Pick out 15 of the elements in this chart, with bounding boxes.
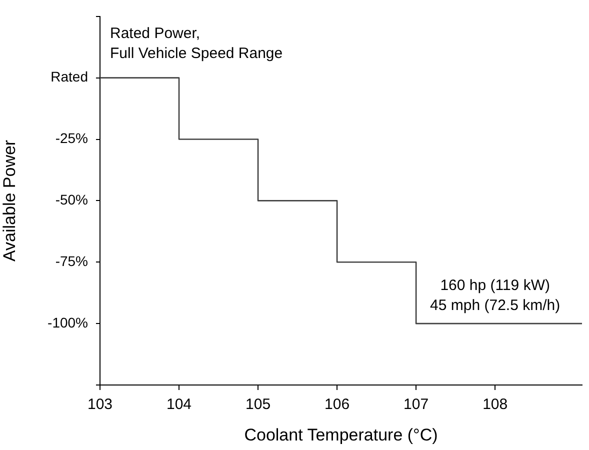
- annotation: 160 hp (119 kW) 45 mph (72.5 km/h): [430, 277, 560, 314]
- x-axis-title: Coolant Temperature (°C): [244, 425, 438, 444]
- x-tick-label: 105: [246, 396, 271, 414]
- x-tick-label: 108: [482, 396, 508, 414]
- y-tick-label: Rated: [50, 68, 88, 85]
- x-tick-label: 104: [166, 396, 192, 414]
- y-tick-label: -100%: [48, 314, 88, 330]
- y-tick-label: -75%: [55, 252, 88, 269]
- y-tick-label: -25%: [55, 130, 88, 146]
- x-tick-label: 103: [87, 396, 113, 414]
- x-tick-label: 106: [324, 396, 350, 414]
- x-tick-label: 107: [404, 396, 429, 414]
- annotation: Rated Power, Full Vehicle Speed Range: [110, 25, 283, 62]
- y-tick-label: -50%: [55, 192, 88, 208]
- y-axis-title: Available Power: [0, 140, 19, 262]
